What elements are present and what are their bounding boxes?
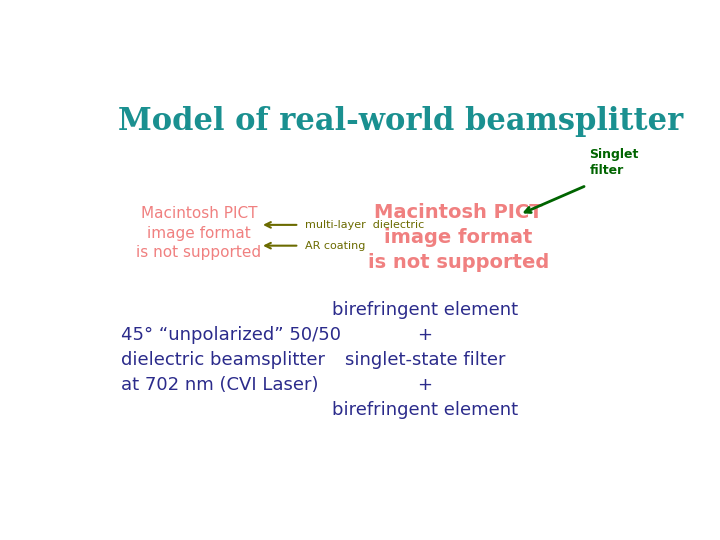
Text: multi-layer  dielectric: multi-layer dielectric <box>305 220 424 230</box>
Text: Model of real-world beamsplitter: Model of real-world beamsplitter <box>118 106 683 137</box>
Text: Macintosh PICT
image format
is not supported: Macintosh PICT image format is not suppo… <box>368 203 549 272</box>
Text: birefringent element
+
singlet-state filter
+
birefringent element: birefringent element + singlet-state fil… <box>332 301 518 419</box>
Text: Macintosh PICT
image format
is not supported: Macintosh PICT image format is not suppo… <box>136 206 261 260</box>
Text: AR coating: AR coating <box>305 241 365 251</box>
Text: 45° “unpolarized” 50/50
dielectric beamsplitter
at 702 nm (CVI Laser): 45° “unpolarized” 50/50 dielectric beams… <box>121 326 341 394</box>
Text: Singlet
filter: Singlet filter <box>590 148 639 177</box>
